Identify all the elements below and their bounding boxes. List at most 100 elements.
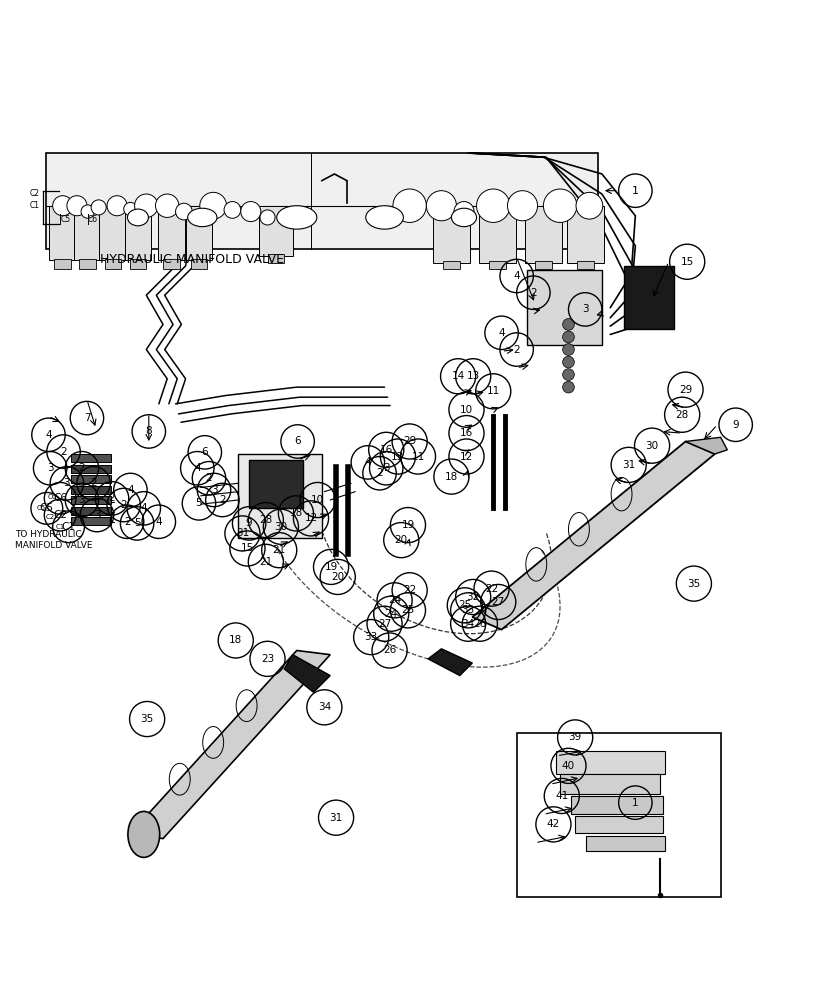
Ellipse shape [277,206,317,229]
Text: 19: 19 [401,520,415,530]
FancyBboxPatch shape [71,486,111,494]
Circle shape [91,200,106,215]
FancyBboxPatch shape [71,475,111,483]
Text: 35: 35 [140,714,154,724]
Circle shape [563,319,574,330]
Text: 34: 34 [461,619,475,629]
FancyBboxPatch shape [99,206,126,260]
Text: C5: C5 [40,503,54,513]
FancyBboxPatch shape [49,206,76,260]
Circle shape [107,196,127,216]
Circle shape [576,192,603,219]
Text: 14: 14 [451,371,465,381]
FancyBboxPatch shape [517,733,721,897]
Text: 31: 31 [622,460,635,470]
FancyBboxPatch shape [125,206,151,260]
FancyBboxPatch shape [130,259,146,269]
Text: 7: 7 [84,413,90,423]
Text: 29: 29 [679,385,692,395]
FancyBboxPatch shape [268,254,284,263]
FancyBboxPatch shape [54,259,71,269]
FancyBboxPatch shape [74,206,101,260]
Text: 29: 29 [403,436,416,446]
Text: 20: 20 [395,535,408,545]
Circle shape [563,381,574,393]
Text: C6: C6 [48,494,57,500]
Text: C2: C2 [54,510,67,520]
Text: 42: 42 [547,819,560,829]
Ellipse shape [366,206,403,229]
Text: 4: 4 [155,517,162,527]
Circle shape [81,205,94,218]
FancyBboxPatch shape [433,206,470,263]
Text: 27: 27 [378,619,391,629]
Circle shape [241,202,261,222]
Text: 27: 27 [492,597,505,607]
Circle shape [563,331,574,343]
Text: 28: 28 [675,410,689,420]
FancyBboxPatch shape [249,460,303,508]
Circle shape [563,356,574,368]
Text: 9: 9 [246,518,252,528]
Text: 2: 2 [120,500,127,510]
FancyBboxPatch shape [489,261,506,269]
Text: 30: 30 [274,522,288,532]
Text: 2: 2 [109,493,115,503]
FancyBboxPatch shape [191,259,207,269]
Text: 24: 24 [385,609,398,619]
FancyBboxPatch shape [443,261,460,269]
Text: 21: 21 [273,545,286,555]
Text: 8: 8 [145,426,152,436]
Text: 33: 33 [364,632,378,642]
FancyBboxPatch shape [527,270,602,345]
FancyBboxPatch shape [71,454,111,462]
Text: 25: 25 [401,605,415,615]
Text: C2: C2 [29,189,39,198]
Circle shape [393,189,426,222]
Text: 2: 2 [376,468,383,478]
FancyBboxPatch shape [186,206,212,260]
Text: 31: 31 [236,528,249,538]
Circle shape [563,369,574,380]
Text: 5: 5 [134,518,140,528]
Text: 34: 34 [318,702,331,712]
Text: C1: C1 [62,522,75,532]
Circle shape [200,192,227,219]
FancyBboxPatch shape [158,206,185,260]
Text: 2: 2 [219,495,226,505]
Text: 2: 2 [124,517,130,527]
FancyBboxPatch shape [571,796,663,814]
Text: 3: 3 [582,304,589,314]
Circle shape [224,202,241,218]
Circle shape [507,191,538,221]
Circle shape [124,202,137,216]
Circle shape [477,189,510,222]
Text: 13: 13 [391,452,405,462]
FancyBboxPatch shape [535,261,552,269]
FancyBboxPatch shape [525,206,562,263]
Ellipse shape [451,208,477,227]
Circle shape [426,191,456,221]
Circle shape [53,196,73,216]
Circle shape [454,202,474,222]
Text: 15: 15 [681,257,694,267]
Text: 15: 15 [241,543,254,553]
Text: 12: 12 [460,452,473,462]
FancyBboxPatch shape [79,259,96,269]
Text: 22: 22 [485,584,498,594]
Text: 9: 9 [732,420,739,430]
Text: C5: C5 [37,505,46,511]
Circle shape [260,210,275,225]
FancyBboxPatch shape [163,259,180,269]
Text: 33: 33 [461,605,475,615]
Text: HYDRAULIC MANIFOLD VALVE: HYDRAULIC MANIFOLD VALVE [100,253,284,266]
FancyBboxPatch shape [624,266,674,329]
Text: 26: 26 [473,619,487,629]
Text: 4: 4 [498,328,505,338]
Text: 3: 3 [79,495,85,505]
Text: 6: 6 [201,447,208,457]
FancyBboxPatch shape [585,836,665,851]
Text: C6: C6 [54,493,67,503]
Text: 18: 18 [445,472,458,482]
Text: 12: 12 [304,513,318,523]
